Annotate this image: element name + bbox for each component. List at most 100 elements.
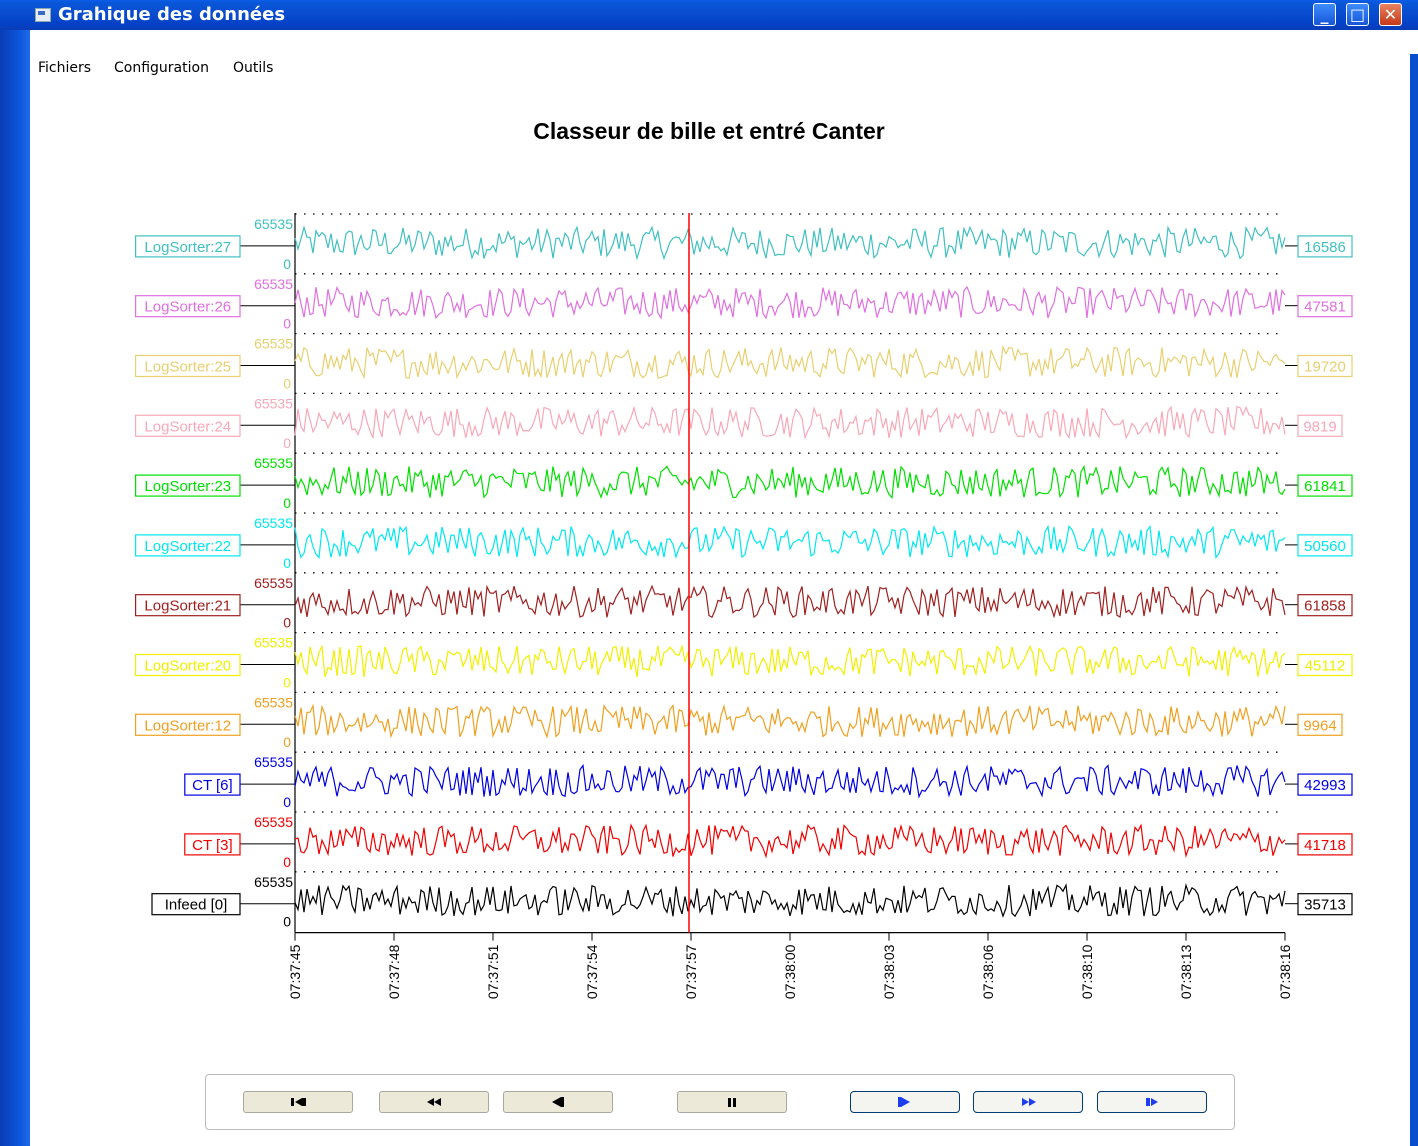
y-max-label: 65535: [254, 515, 293, 531]
fast-forward-button[interactable]: [973, 1091, 1083, 1113]
series-legend-box[interactable]: [184, 773, 241, 796]
y-min-label: 0: [283, 435, 291, 451]
series-legend-label[interactable]: LogSorter:21: [144, 598, 231, 615]
go-end-icon: [1146, 1098, 1158, 1106]
series-legend-box[interactable]: [135, 295, 241, 318]
series-current-value-box: [1297, 594, 1353, 617]
series-trace: [294, 763, 1286, 799]
app-icon: [35, 8, 51, 22]
y-min-label: 0: [283, 615, 291, 631]
series-current-value: 50560: [1304, 538, 1346, 555]
series-legend-label[interactable]: LogSorter:24: [144, 418, 231, 435]
y-min-label: 0: [283, 854, 291, 870]
series-current-value: 45112: [1305, 657, 1346, 674]
series-legend-box[interactable]: [135, 653, 241, 677]
series-legend-label[interactable]: LogSorter:12: [144, 717, 231, 734]
minimize-icon: _: [1320, 5, 1329, 24]
series-legend-label[interactable]: LogSorter:23: [144, 478, 231, 495]
series-trace: [294, 344, 1286, 380]
series-current-value: 35713: [1304, 897, 1346, 914]
y-min-label: 0: [283, 375, 291, 391]
series-current-value-box: [1297, 414, 1343, 437]
close-button[interactable]: ✕: [1379, 3, 1402, 26]
series-current-value: 16586: [1304, 239, 1346, 256]
series-legend-box[interactable]: [135, 414, 241, 437]
series-legend-label[interactable]: LogSorter:26: [144, 299, 231, 316]
x-tick-label: 07:37:48: [386, 944, 402, 999]
y-max-label: 65535: [254, 754, 293, 770]
series-legend-box[interactable]: [135, 594, 241, 617]
x-tick-label: 07:38:13: [1178, 944, 1194, 999]
x-tick-label: 07:37:51: [485, 944, 501, 999]
series-trace: [294, 823, 1286, 859]
minimize-button[interactable]: _: [1313, 3, 1336, 26]
series-trace: [294, 524, 1286, 560]
series-legend-label[interactable]: LogSorter:25: [144, 358, 231, 375]
y-max-label: 65535: [254, 216, 293, 232]
x-tick-label: 07:37:45: [287, 944, 303, 999]
x-tick-label: 07:38:00: [782, 944, 798, 999]
rewind-button[interactable]: [503, 1091, 613, 1113]
pause-icon: [728, 1098, 736, 1107]
series-legend-label[interactable]: Infeed [0]: [165, 897, 228, 914]
chart-title: Classeur de bille et entré Canter: [533, 118, 885, 144]
series-current-value: 19720: [1304, 358, 1346, 375]
series-trace: [294, 225, 1286, 261]
x-tick-label: 07:38:10: [1079, 944, 1095, 999]
y-max-label: 65535: [254, 874, 293, 890]
x-tick-label: 07:37:54: [584, 944, 600, 999]
go-start-button[interactable]: [243, 1091, 353, 1113]
series-legend-box[interactable]: [184, 833, 241, 856]
series-trace: [294, 584, 1286, 619]
menu-outils[interactable]: Outils: [233, 60, 274, 76]
y-min-label: 0: [283, 914, 291, 930]
series-legend-label[interactable]: CT [3]: [192, 837, 233, 854]
fast-rewind-icon: [427, 1098, 441, 1106]
series-legend-label[interactable]: LogSorter:20: [144, 657, 231, 674]
y-min-label: 0: [283, 316, 291, 332]
series-legend-box[interactable]: [151, 893, 241, 916]
series-trace: [294, 643, 1286, 678]
window-title: Grahique des données: [58, 4, 286, 25]
series-legend-box[interactable]: [135, 354, 241, 378]
series-current-value-box: [1297, 354, 1353, 378]
y-min-label: 0: [283, 794, 291, 810]
y-max-label: 65535: [254, 455, 293, 471]
fast-rewind-button[interactable]: [379, 1091, 489, 1113]
series-current-value-box: [1297, 295, 1353, 318]
menu-bar: [30, 30, 1418, 54]
series-current-value: 41718: [1304, 837, 1346, 854]
series-legend-box[interactable]: [135, 534, 241, 557]
series-legend-box[interactable]: [135, 235, 241, 258]
window-frame-right: [1410, 30, 1418, 1146]
series-trace: [294, 464, 1286, 499]
series-current-value-box: [1297, 893, 1353, 916]
menu-fichiers[interactable]: Fichiers: [38, 60, 92, 76]
series-current-value: 9819: [1303, 418, 1336, 435]
series-legend-label[interactable]: LogSorter:22: [144, 538, 231, 555]
series-current-value: 61858: [1304, 598, 1346, 615]
x-tick-label: 07:38:06: [980, 944, 996, 999]
close-icon: ✕: [1383, 5, 1398, 24]
series-legend-box[interactable]: [135, 474, 241, 497]
x-tick-label: 07:38:03: [881, 944, 897, 999]
window-frame-left: [0, 30, 30, 1146]
pause-button[interactable]: [677, 1091, 787, 1113]
y-max-label: 65535: [254, 276, 293, 292]
x-tick-label: 07:38:16: [1277, 944, 1293, 999]
go-end-button[interactable]: [1097, 1091, 1207, 1113]
series-legend-label[interactable]: LogSorter:27: [144, 239, 231, 256]
series-current-value: 42993: [1304, 777, 1346, 794]
play-button[interactable]: [850, 1091, 960, 1113]
maximize-button[interactable]: □: [1346, 3, 1369, 26]
y-min-label: 0: [283, 495, 291, 511]
series-legend-box[interactable]: [135, 713, 241, 736]
series-trace: [294, 882, 1286, 918]
y-min-label: 0: [283, 674, 291, 690]
maximize-icon: □: [1349, 5, 1366, 24]
series-legend-label[interactable]: CT [6]: [192, 777, 233, 794]
title-bar[interactable]: Grahique des données _ □ ✕: [0, 0, 1418, 30]
menu-configuration[interactable]: Configuration: [114, 60, 209, 76]
series-trace: [294, 703, 1286, 739]
